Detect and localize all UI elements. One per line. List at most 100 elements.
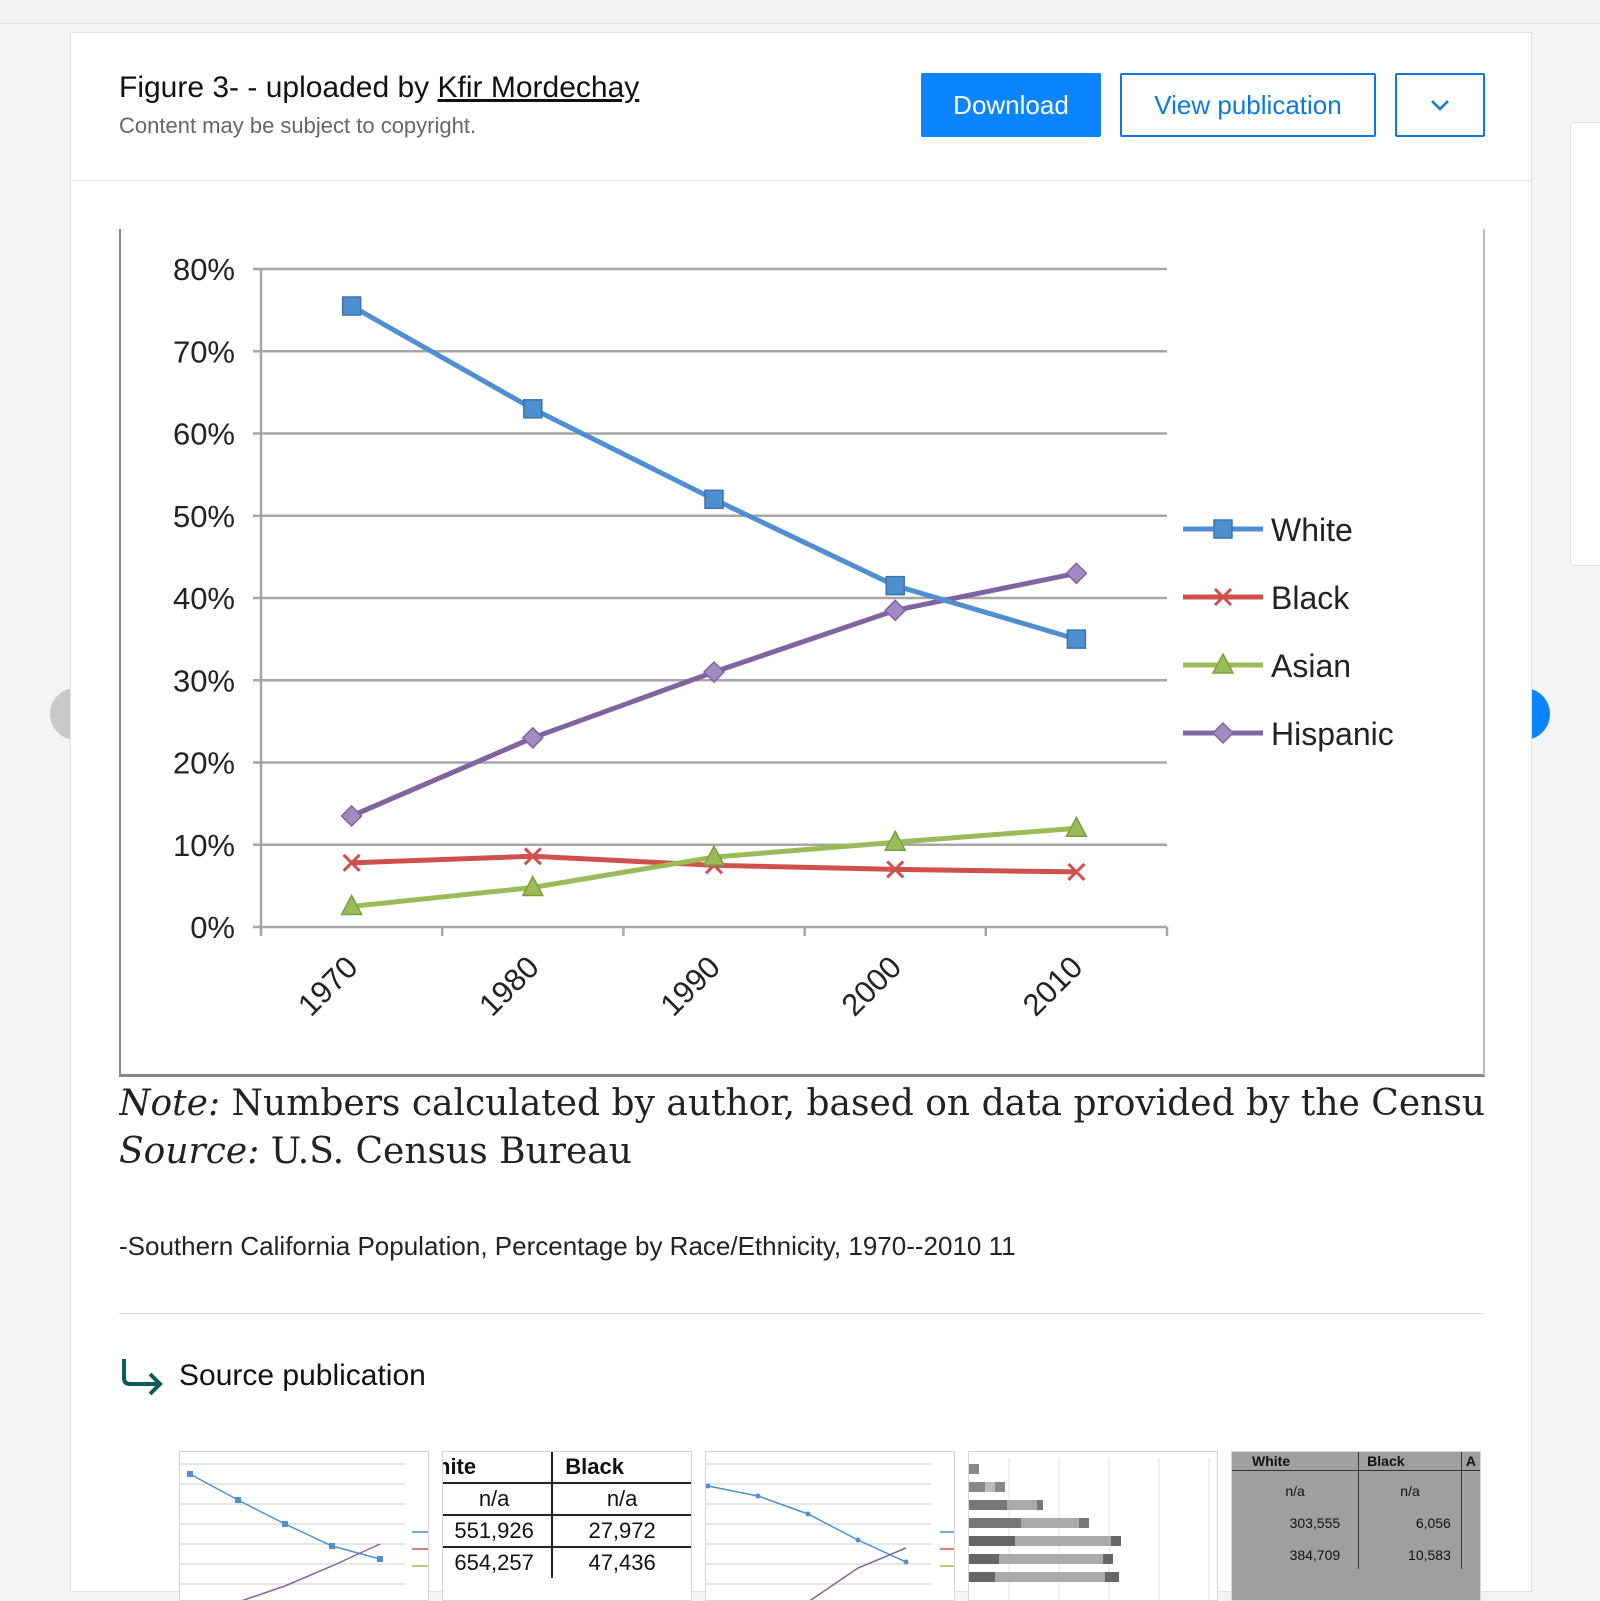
y-tick-label: 80% bbox=[173, 252, 235, 287]
figure-source: Source: U.S. Census Bureau bbox=[119, 1131, 632, 1172]
thumbnail-table-2-header: Black bbox=[1358, 1452, 1462, 1471]
legend-label: Hispanic bbox=[1271, 716, 1394, 752]
chevron-down-icon bbox=[1431, 100, 1449, 111]
source-publication-heading: Source publication bbox=[119, 1351, 426, 1401]
thumbnail-table-2-cell: n/a bbox=[1358, 1470, 1462, 1505]
publication-thumbnails: hite Black n/a n/a 551,926 27,972 654,25… bbox=[179, 1451, 1489, 1601]
y-tick-label: 0% bbox=[190, 910, 235, 945]
y-tick-label: 40% bbox=[173, 581, 235, 616]
hispanic-marker bbox=[1065, 562, 1088, 585]
legend-label: Black bbox=[1271, 580, 1350, 616]
hispanic-series-line bbox=[350, 570, 1077, 819]
x-tick-label: 2000 bbox=[835, 949, 909, 1023]
black-marker bbox=[523, 847, 542, 866]
x-tick-label: 1970 bbox=[291, 949, 365, 1023]
thumbnail-table-2-cell: n/a bbox=[1232, 1470, 1360, 1505]
asian-marker bbox=[702, 844, 726, 866]
hispanic-marker bbox=[702, 660, 726, 684]
white-marker bbox=[1066, 629, 1087, 649]
figure-card: Figure 3- - uploaded by Kfir Mordechay C… bbox=[70, 32, 1532, 1601]
source-publication-label: Source publication bbox=[179, 1359, 426, 1392]
y-tick-label: 50% bbox=[173, 499, 235, 534]
figure-image: 0% 10% 20% 30% 40% 50% 60% 70% 80% 1970 1980 1990 20… bbox=[119, 229, 1485, 1077]
white-marker bbox=[704, 489, 724, 510]
hispanic-marker bbox=[1211, 721, 1235, 745]
thumbnail-table-1-cell: 551,926 bbox=[443, 1515, 554, 1548]
black-marker bbox=[342, 853, 361, 872]
legend-label: White bbox=[1271, 512, 1353, 548]
thumbnail-table-1-header-white: hite bbox=[443, 1452, 554, 1484]
figure-title: Figure 3- - uploaded by Kfir Mordechay bbox=[119, 71, 639, 105]
thumbnail-table-1[interactable]: hite Black n/a n/a 551,926 27,972 654,25… bbox=[442, 1451, 692, 1601]
black-marker bbox=[1213, 587, 1233, 607]
author-link[interactable]: Kfir Mordechay bbox=[437, 71, 640, 104]
thumbnail-chart-graphic bbox=[706, 1463, 954, 1600]
download-button[interactable]: Download bbox=[921, 73, 1101, 137]
legend-label: Asian bbox=[1271, 648, 1351, 684]
x-tick-label: 2010 bbox=[1016, 949, 1090, 1023]
y-tick-label: 30% bbox=[173, 663, 235, 698]
x-tick-label: 1980 bbox=[472, 949, 546, 1023]
thumbnail-table-2-cell: 10,583 bbox=[1358, 1537, 1462, 1569]
black-marker bbox=[1067, 862, 1086, 881]
section-divider bbox=[119, 1313, 1485, 1314]
thumbnail-table-1-header-black: Black bbox=[552, 1452, 691, 1484]
source-label: Source: bbox=[119, 1131, 260, 1172]
white-marker bbox=[885, 575, 905, 596]
view-publication-button[interactable]: View publication bbox=[1120, 73, 1376, 137]
white-series-line bbox=[350, 303, 1078, 642]
black-marker bbox=[886, 860, 905, 879]
thumbnail-table-2-cell: 384,709 bbox=[1232, 1537, 1360, 1569]
thumbnail-table-2-cell: 6,056 bbox=[1358, 1505, 1462, 1537]
thumbnail-table-1-cell: 27,972 bbox=[552, 1515, 691, 1548]
thumbnail-table-1-cell: n/a bbox=[443, 1483, 554, 1516]
thumbnail-bar-chart[interactable] bbox=[968, 1451, 1218, 1601]
thumbnail-chart-1[interactable] bbox=[179, 1451, 429, 1601]
figure-header: Figure 3- - uploaded by Kfir Mordechay C… bbox=[71, 33, 1531, 181]
chart-axes: 0% 10% 20% 30% 40% 50% 60% 70% 80% 1970 1980 1990 20… bbox=[173, 252, 1169, 1023]
white-marker bbox=[523, 399, 543, 419]
thumbnail-chart-2[interactable] bbox=[705, 1451, 955, 1601]
copyright-notice: Content may be subject to copyright. bbox=[119, 113, 477, 138]
thumbnail-table-1-cell: n/a bbox=[552, 1483, 691, 1516]
asian-marker bbox=[1065, 815, 1088, 838]
y-tick-label: 10% bbox=[173, 828, 235, 863]
chart-series bbox=[340, 296, 1088, 916]
thumbnail-table-2-header: White bbox=[1232, 1452, 1360, 1471]
asian-marker bbox=[883, 829, 907, 852]
thumbnail-table-2-grid: White Black A n/a n/a 303,555 6,056 384,… bbox=[1232, 1452, 1480, 1569]
hispanic-marker bbox=[340, 804, 363, 828]
return-arrow-icon bbox=[122, 1359, 163, 1396]
thumbnail-table-2-header: A bbox=[1461, 1452, 1480, 1471]
asian-marker bbox=[521, 874, 545, 897]
white-marker bbox=[1213, 519, 1233, 539]
thumbnail-table-2-cell: 303,555 bbox=[1232, 1505, 1360, 1537]
hispanic-marker bbox=[521, 726, 544, 749]
more-options-button[interactable] bbox=[1395, 73, 1485, 137]
chart-gridlines bbox=[253, 267, 1167, 929]
white-marker bbox=[341, 296, 362, 316]
thumbnail-table-1-cell: 47,436 bbox=[588, 1550, 656, 1575]
y-tick-label: 70% bbox=[173, 334, 235, 369]
side-panel-edge bbox=[1570, 122, 1600, 566]
x-tick-label: 1990 bbox=[653, 949, 727, 1023]
y-tick-label: 60% bbox=[173, 417, 235, 452]
y-tick-label: 20% bbox=[173, 746, 235, 781]
thumbnail-bar-graphic bbox=[969, 1457, 1210, 1600]
thumbnail-table-2[interactable]: White Black A n/a n/a 303,555 6,056 384,… bbox=[1231, 1451, 1481, 1601]
figure-note: Note: Numbers calculated by author, base… bbox=[119, 1083, 1485, 1133]
hispanic-marker bbox=[884, 599, 907, 622]
asian-marker bbox=[1211, 652, 1235, 674]
thumbnail-table-1-cell: 654,257 bbox=[443, 1547, 554, 1578]
source-text: U.S. Census Bureau bbox=[259, 1131, 632, 1172]
line-chart: 0% 10% 20% 30% 40% 50% 60% 70% 80% 1970 1980 1990 20… bbox=[173, 252, 1394, 1023]
asian-marker bbox=[340, 893, 363, 916]
figure-title-prefix: Figure 3- - uploaded by bbox=[119, 71, 438, 104]
thumbnail-chart-graphic bbox=[180, 1463, 428, 1600]
chart-legend: White Black Asian Hispanic bbox=[1183, 512, 1394, 752]
browser-top-bar bbox=[0, 0, 1600, 24]
note-text: Numbers calculated by author, based on d… bbox=[220, 1083, 1485, 1124]
thumbnail-table-1-grid: hite Black n/a n/a 551,926 27,972 654,25… bbox=[443, 1452, 691, 1578]
figure-caption: -Southern California Population, Percent… bbox=[119, 1231, 1016, 1261]
note-label: Note: bbox=[119, 1083, 221, 1124]
